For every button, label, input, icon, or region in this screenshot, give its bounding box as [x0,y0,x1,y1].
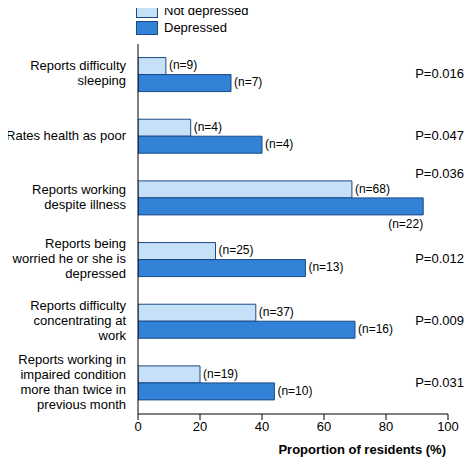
svg-text:0: 0 [134,419,141,434]
svg-text:(n=4): (n=4) [265,137,293,151]
svg-text:(n=37): (n=37) [259,305,294,319]
svg-text:(n=10): (n=10) [277,384,312,398]
svg-text:Reports workingdespite illness: Reports workingdespite illness [32,182,126,212]
svg-text:P=0.036: P=0.036 [415,166,464,181]
svg-text:80: 80 [379,419,393,434]
svg-text:Reports difficultysleeping: Reports difficultysleeping [30,59,126,89]
svg-text:P=0.009: P=0.009 [415,313,464,328]
svg-text:(n=4): (n=4) [194,120,222,134]
svg-text:(n=9): (n=9) [169,58,197,72]
svg-text:20: 20 [193,419,207,434]
svg-text:(n=7): (n=7) [234,75,262,89]
svg-text:(n=16): (n=16) [358,322,393,336]
svg-text:Reports difficultyconcentratin: Reports difficultyconcentrating atwork [30,298,126,343]
svg-text:Reports working inimpaired con: Reports working inimpaired conditionmore… [18,352,126,412]
svg-text:P=0.047: P=0.047 [415,128,464,143]
html-text:Depressed: Depressed [164,20,227,35]
svg-text:(n=22): (n=22) [388,217,423,231]
svg-text:Reports beingworried he or she: Reports beingworried he or she isdepress… [12,236,127,281]
svg-text:(n=19): (n=19) [203,367,238,381]
svg-text:Rates health as poor: Rates health as poor [8,128,127,143]
svg-text:P=0.031: P=0.031 [415,375,464,390]
svg-text:(n=68): (n=68) [355,182,390,196]
svg-text:Proportion of residents (%): Proportion of residents (%) [278,442,446,457]
svg-text:(n=25): (n=25) [219,243,254,257]
svg-text:P=0.016: P=0.016 [415,66,464,81]
svg-text:P=0.012: P=0.012 [415,251,464,266]
svg-text:60: 60 [317,419,331,434]
svg-text:40: 40 [255,419,269,434]
html-text:Not depressed: Not depressed [164,3,249,18]
svg-text:100: 100 [437,419,459,434]
svg-text:(n=13): (n=13) [308,260,343,274]
